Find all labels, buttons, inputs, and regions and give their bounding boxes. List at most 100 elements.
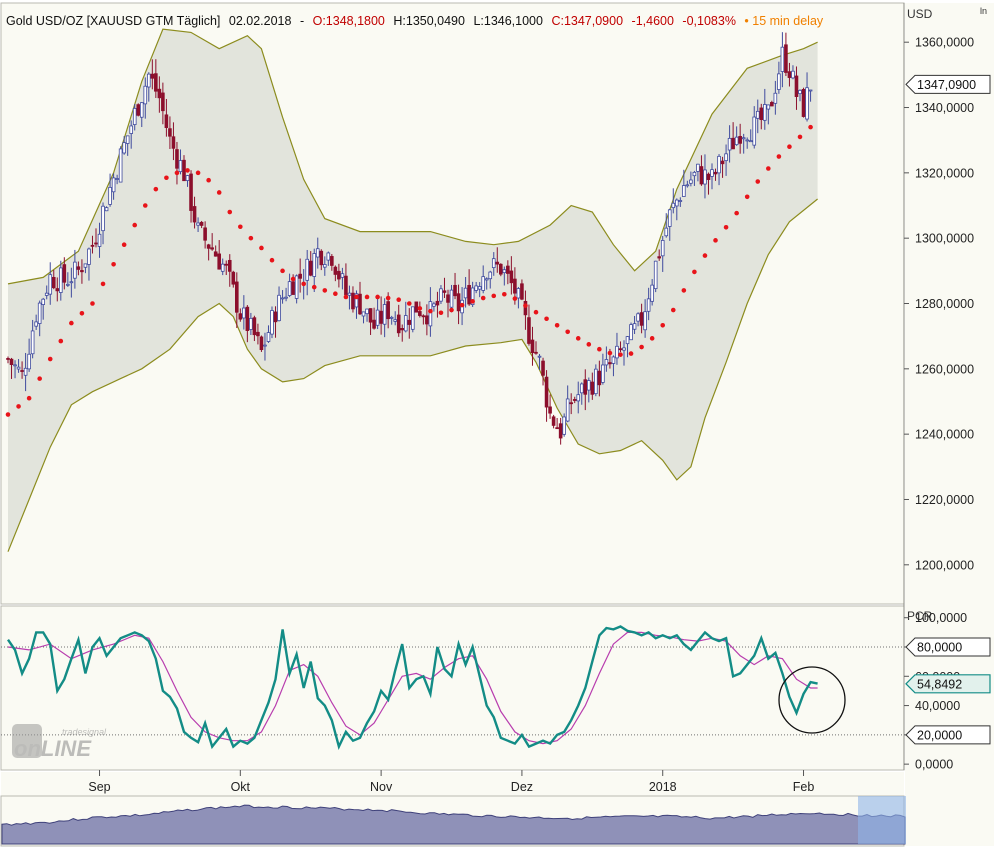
candle xyxy=(583,369,588,411)
candle xyxy=(66,272,70,287)
candlestick-series xyxy=(6,32,813,445)
candle xyxy=(741,133,746,154)
candle xyxy=(755,99,760,134)
y-tick-label: 1280,0000 xyxy=(915,297,974,311)
sar-dot xyxy=(417,306,423,311)
sar-dot xyxy=(333,291,338,297)
candle xyxy=(263,332,267,361)
candle xyxy=(456,284,461,325)
sar-dot xyxy=(512,296,518,301)
candle xyxy=(94,228,98,248)
candle xyxy=(530,326,535,366)
candle xyxy=(453,272,457,300)
candle xyxy=(425,304,429,336)
price-y-axis: 1200,0000 1220,0000 1240,0000 1260,0000 1280… xyxy=(904,36,974,572)
sar-dot xyxy=(206,177,211,183)
candle xyxy=(337,263,341,288)
candle xyxy=(210,233,214,251)
sar-dot xyxy=(734,210,739,216)
candle xyxy=(763,88,767,130)
ref20-callout: 20,0000 xyxy=(905,725,991,745)
sar-dot xyxy=(111,262,116,267)
candle xyxy=(256,323,260,345)
pcr-tick-label: 40,0000 xyxy=(915,699,960,713)
currency-label: USD xyxy=(907,7,933,21)
y-tick-label: 1200,0000 xyxy=(915,558,974,572)
candle xyxy=(731,122,735,150)
sar-dot xyxy=(354,294,359,300)
candle xyxy=(794,66,799,110)
annotation-circle[interactable] xyxy=(778,666,846,734)
sar-dot xyxy=(47,356,53,362)
candle xyxy=(270,306,274,339)
x-tick-label: Nov xyxy=(370,780,393,794)
sar-dot xyxy=(364,294,370,300)
sar-dot xyxy=(396,297,402,302)
low-value: L:1346,1000 xyxy=(473,14,543,28)
candle xyxy=(333,265,338,282)
candle xyxy=(189,170,193,223)
sar-dot xyxy=(565,329,570,335)
navigator-selection-handle[interactable] xyxy=(858,796,906,844)
sar-dot xyxy=(681,288,687,293)
candle xyxy=(287,273,292,298)
candle xyxy=(23,352,28,392)
x-tick-label: Sep xyxy=(88,780,110,794)
candle xyxy=(629,322,633,341)
candle xyxy=(213,245,218,257)
indicator-panel[interactable] xyxy=(0,605,905,771)
candle xyxy=(590,372,595,400)
candle xyxy=(439,285,443,305)
candle xyxy=(168,116,172,149)
sar-dot xyxy=(259,245,264,251)
sar-dot xyxy=(290,276,296,282)
sar-dot xyxy=(744,194,750,200)
candle xyxy=(97,222,102,258)
sar-dot xyxy=(185,168,190,173)
candle xyxy=(808,89,813,102)
svg-text:80,0000: 80,0000 xyxy=(917,641,962,655)
candle xyxy=(618,341,623,353)
sar-dot xyxy=(132,222,138,228)
candle xyxy=(759,103,764,130)
candle xyxy=(259,335,264,352)
candle xyxy=(118,146,123,183)
candle xyxy=(696,163,700,182)
candle xyxy=(625,336,630,358)
candle xyxy=(738,123,742,154)
candle xyxy=(622,340,626,366)
candle xyxy=(344,263,348,299)
candle xyxy=(80,259,84,284)
candle xyxy=(650,279,654,306)
x-tick-label: Feb xyxy=(793,780,815,794)
candle xyxy=(541,357,545,386)
sar-dot xyxy=(649,336,655,341)
sar-dot xyxy=(37,376,42,381)
candle xyxy=(787,62,792,87)
candle xyxy=(273,306,278,338)
sar-dot xyxy=(280,268,285,274)
candle xyxy=(108,173,112,207)
sar-dot xyxy=(90,301,95,306)
candle xyxy=(34,314,38,330)
candle xyxy=(432,301,436,312)
candle xyxy=(537,354,542,370)
candle xyxy=(703,154,707,199)
sar-dot xyxy=(491,293,497,299)
sar-dot xyxy=(713,238,718,243)
candle xyxy=(164,98,169,137)
log-scale-toggle[interactable]: ln xyxy=(980,6,987,16)
sar-dot xyxy=(322,288,328,293)
candle xyxy=(171,122,176,161)
candle xyxy=(615,332,619,365)
candle xyxy=(196,217,200,232)
candle xyxy=(16,359,21,373)
sar-dot xyxy=(702,253,708,258)
candle xyxy=(664,213,669,238)
sar-dot xyxy=(502,291,507,297)
candle xyxy=(252,315,257,342)
candle xyxy=(234,272,239,329)
candle xyxy=(44,285,49,300)
candle xyxy=(139,102,144,128)
